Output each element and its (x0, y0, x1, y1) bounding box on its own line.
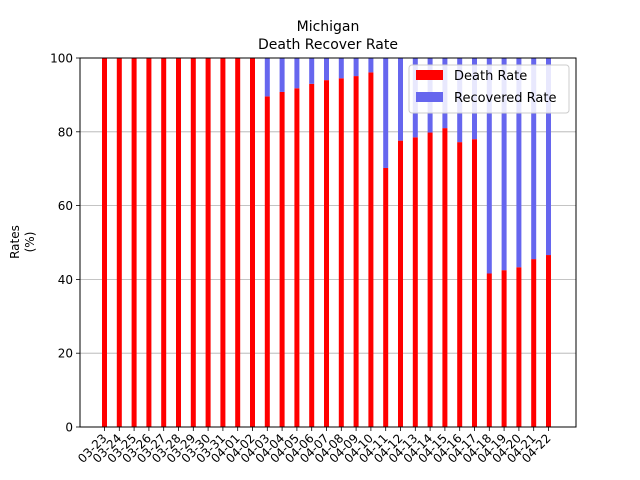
y-axis-label-line: Rates (8, 225, 22, 259)
death-rate-bar (368, 72, 374, 428)
plot-frame (79, 57, 577, 428)
death-rate-bar (338, 78, 344, 428)
death-rate-bar (309, 83, 315, 427)
recovered-rate-bar (279, 58, 285, 92)
death-rate-bar (516, 267, 522, 427)
death-rate-bar (353, 76, 359, 428)
x-axis: 03-2303-2403-2503-2603-2703-2803-2903-30… (75, 427, 554, 466)
y-axis-label-line: (%) (23, 232, 37, 253)
death-rate-bar (427, 132, 433, 427)
y-tick-label: 80 (58, 125, 73, 139)
death-rate-bar (131, 58, 137, 427)
death-rate-bar (486, 273, 492, 427)
y-axis-label: Rates (%) (8, 225, 37, 259)
death-rate-bar (220, 58, 226, 427)
death-rate-bar (324, 80, 329, 427)
death-rate-bar (501, 270, 507, 427)
recovered-rate-bar (294, 58, 300, 89)
death-rate-bar (383, 167, 389, 427)
recovered-rate-bar (486, 58, 492, 274)
recovered-rate-bar (338, 58, 344, 79)
death-rate-bar (531, 259, 537, 427)
chart-subtitle: Death Recover Rate (258, 37, 398, 53)
death-rate-bar (250, 58, 255, 427)
legend: Death Rate Recovered Rate (408, 64, 570, 114)
legend-swatch (416, 92, 443, 102)
recovered-rate-bar (501, 58, 507, 271)
death-rate-bar (235, 58, 241, 427)
y-tick-label: 100 (50, 52, 73, 66)
y-tick-label: 60 (58, 199, 73, 213)
y-tick-label: 20 (58, 347, 73, 361)
recovered-rate-bar (368, 58, 374, 73)
death-rate-bar (176, 58, 181, 427)
death-rate-bar (279, 91, 285, 427)
death-rate-bar (146, 58, 152, 427)
recovered-rate-bar (398, 58, 403, 141)
recovered-rate-bar (309, 58, 315, 84)
death-rate-bar (442, 128, 448, 428)
recovered-rate-bar (324, 58, 329, 81)
chart-title: Michigan (297, 19, 360, 35)
death-rate-bar (398, 140, 403, 427)
recovered-rate-bar (516, 58, 522, 268)
legend-label: Death Rate (454, 69, 527, 84)
recovered-rate-bar (353, 58, 359, 77)
y-tick-label: 40 (58, 273, 73, 287)
recovered-rate-bar (531, 58, 537, 260)
death-rate-bar (264, 96, 270, 427)
death-rate-bar (294, 88, 300, 428)
death-rate-bar (161, 58, 167, 427)
death-rate-bar (190, 58, 196, 427)
legend-box (408, 64, 570, 114)
y-axis: 0 20 40 60 80 100 (50, 52, 80, 435)
legend-swatch (416, 70, 443, 80)
recovered-rate-bar (383, 58, 389, 168)
death-rate-bar (412, 137, 418, 427)
death-rate-bar (116, 58, 122, 427)
legend-label: Recovered Rate (454, 91, 557, 106)
death-rate-bar (457, 142, 463, 427)
y-tick-label: 0 (65, 421, 73, 435)
death-rate-bar (546, 255, 551, 427)
death-rate-bar (472, 139, 477, 427)
recovered-rate-bar (546, 58, 551, 256)
death-rate-bar (102, 58, 107, 427)
recovered-rate-bar (264, 58, 270, 97)
death-rate-bar (205, 58, 211, 427)
